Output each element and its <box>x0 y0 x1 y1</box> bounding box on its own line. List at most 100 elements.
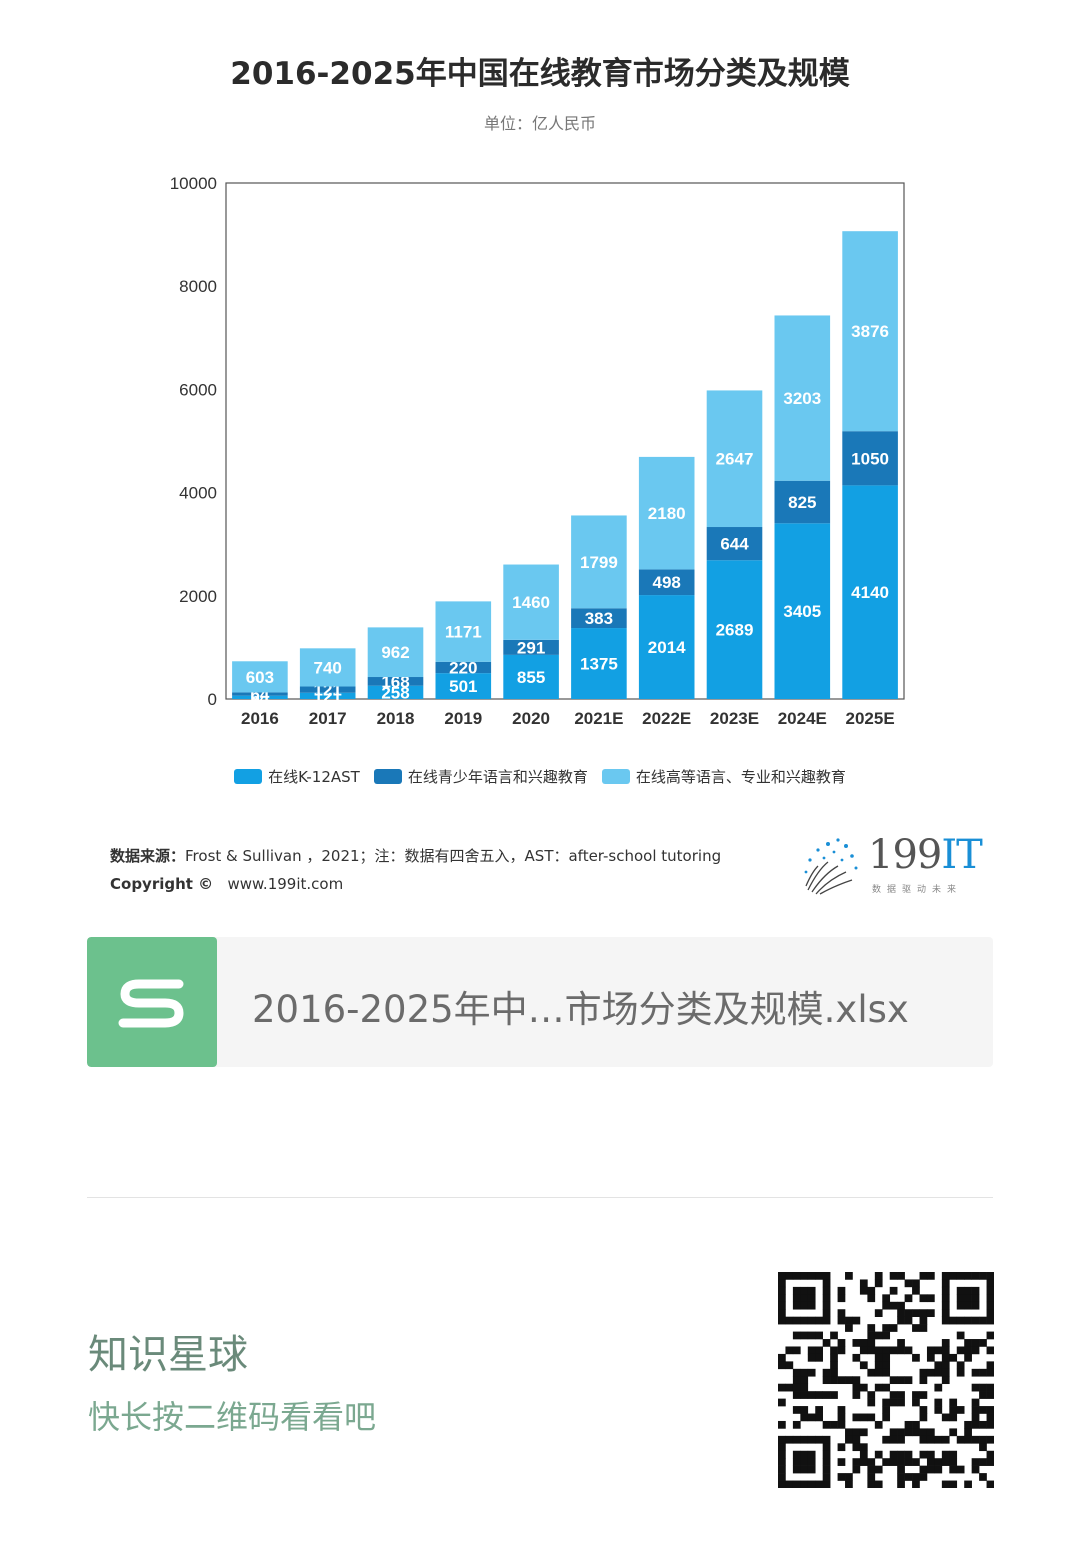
qr-module <box>800 1272 809 1280</box>
qr-module <box>867 1391 876 1399</box>
qr-module <box>778 1420 786 1429</box>
qr-module <box>785 1361 794 1370</box>
qr-module <box>964 1353 972 1362</box>
qr-module <box>897 1450 905 1459</box>
qr-module <box>949 1316 958 1325</box>
qr-module <box>956 1406 965 1414</box>
qr-module <box>815 1480 823 1488</box>
qr-module <box>778 1383 786 1392</box>
qr-module <box>926 1428 935 1437</box>
qr-module <box>837 1458 846 1466</box>
qr-module <box>986 1316 994 1325</box>
qr-module <box>986 1435 994 1444</box>
qr-module <box>785 1346 794 1355</box>
qr-module <box>919 1435 928 1444</box>
qr-module <box>837 1406 846 1414</box>
qr-module <box>830 1331 838 1340</box>
qr-module <box>941 1376 950 1385</box>
qr-module <box>919 1376 928 1385</box>
qr-module <box>926 1368 935 1377</box>
qr-module <box>845 1480 853 1488</box>
qr-module <box>979 1435 987 1444</box>
legend-item-higher: 在线高等语言、专业和兴趣教育 <box>601 766 846 787</box>
qr-module <box>941 1339 950 1347</box>
qr-module <box>919 1309 928 1317</box>
qr-module <box>830 1361 838 1370</box>
y-tick-label: 4000 <box>179 484 217 503</box>
qr-module <box>867 1473 876 1481</box>
qr-module <box>986 1368 994 1377</box>
qr-module <box>897 1272 905 1280</box>
qr-module <box>830 1346 838 1355</box>
qr-module <box>822 1480 831 1488</box>
qr-module <box>822 1443 831 1452</box>
qr-module <box>807 1346 816 1355</box>
qr-module <box>874 1480 883 1488</box>
data-label: 258 <box>381 683 409 702</box>
qr-module <box>919 1294 928 1303</box>
qr-module <box>941 1294 950 1303</box>
bar-segment <box>232 695 288 699</box>
qr-module <box>912 1324 920 1332</box>
qr-module <box>867 1324 876 1332</box>
qr-module <box>897 1309 905 1317</box>
y-tick-label: 0 <box>208 690 217 709</box>
qr-module <box>815 1435 823 1444</box>
qr-module <box>807 1301 816 1310</box>
qr-module <box>926 1272 935 1280</box>
data-label: 1050 <box>851 449 889 468</box>
qr-module <box>904 1279 913 1288</box>
qr-module <box>979 1420 987 1429</box>
qr-module <box>912 1458 920 1466</box>
qr-module <box>822 1435 831 1444</box>
qr-module <box>897 1301 905 1310</box>
qr-code[interactable] <box>778 1272 994 1488</box>
qr-module <box>934 1458 943 1466</box>
y-tick-label: 10000 <box>170 174 217 193</box>
qr-module <box>949 1353 958 1362</box>
qr-module <box>800 1480 809 1488</box>
file-attachment-card[interactable]: 2016-2025年中…市场分类及规模.xlsx <box>87 937 993 1067</box>
qr-module <box>800 1413 809 1422</box>
legend-label-k12: 在线K-12AST <box>268 768 360 786</box>
legend-item-k12: 在线K-12AST <box>234 766 360 787</box>
qr-module <box>949 1413 958 1422</box>
qr-module <box>986 1450 994 1459</box>
qr-module <box>971 1301 980 1310</box>
qr-module <box>904 1346 913 1355</box>
qr-module <box>867 1465 876 1474</box>
qr-module <box>785 1383 794 1392</box>
qr-module <box>852 1376 861 1385</box>
data-label: 1375 <box>580 655 618 674</box>
qr-module <box>778 1458 786 1466</box>
qr-module <box>934 1346 943 1355</box>
qr-module <box>926 1435 935 1444</box>
qr-module <box>837 1376 846 1385</box>
qr-module <box>897 1391 905 1399</box>
qr-module <box>807 1458 816 1466</box>
qr-module <box>785 1480 794 1488</box>
x-tick-label: 2019 <box>444 709 482 728</box>
qr-module <box>852 1383 861 1392</box>
qr-module <box>867 1480 876 1488</box>
qr-module <box>889 1398 898 1407</box>
qr-module <box>792 1420 801 1429</box>
data-label: 1460 <box>512 593 550 612</box>
qr-module <box>941 1301 950 1310</box>
qr-module <box>889 1435 898 1444</box>
qr-module <box>979 1406 987 1414</box>
qr-module <box>949 1428 958 1437</box>
qr-module <box>941 1361 950 1370</box>
qr-module <box>807 1316 816 1325</box>
data-label: 2180 <box>648 504 686 523</box>
qr-module <box>807 1286 816 1295</box>
qr-module <box>919 1406 928 1414</box>
qr-module <box>912 1428 920 1437</box>
bar-segment <box>571 608 627 629</box>
qr-module <box>792 1391 801 1399</box>
qr-module <box>815 1346 823 1355</box>
qr-module <box>852 1458 861 1466</box>
qr-module <box>822 1368 831 1377</box>
qr-module <box>956 1435 965 1444</box>
qr-module <box>792 1286 801 1295</box>
